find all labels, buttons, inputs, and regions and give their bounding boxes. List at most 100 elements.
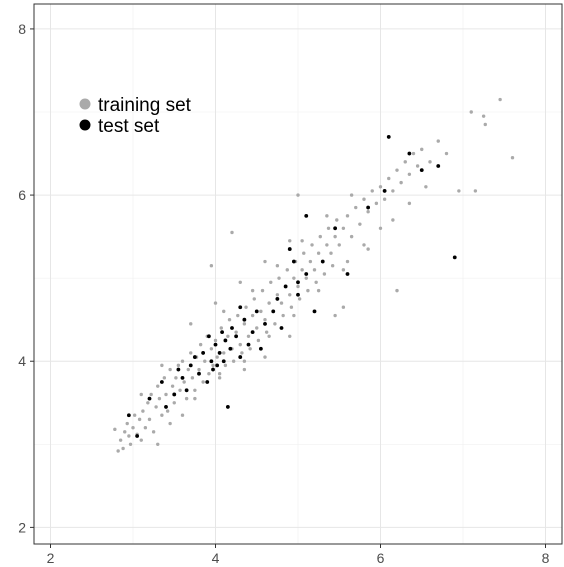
training-set-point xyxy=(322,272,327,276)
training-set-point xyxy=(193,396,197,401)
training-set-point xyxy=(289,305,294,309)
test-set-points xyxy=(126,135,457,438)
training-set-point xyxy=(473,189,478,193)
training-set-point xyxy=(341,268,346,272)
training-set-point xyxy=(226,334,230,339)
training-set-point xyxy=(242,322,247,326)
test-set-point xyxy=(147,396,152,401)
training-set-point xyxy=(164,392,168,397)
training-set-point xyxy=(483,122,487,127)
training-set-point xyxy=(288,334,292,339)
training-set-point xyxy=(156,384,160,388)
training-set-point xyxy=(330,263,335,268)
x-tick-label: 6 xyxy=(377,550,385,566)
test-set-point xyxy=(135,434,140,438)
test-set-point xyxy=(197,371,201,376)
training-set-point xyxy=(190,376,195,380)
test-set-point xyxy=(209,359,214,364)
minor-gridlines xyxy=(34,4,562,544)
training-set-point xyxy=(209,263,214,268)
training-set-point xyxy=(217,376,222,380)
training-set-point xyxy=(457,189,461,193)
training-set-point xyxy=(345,214,350,218)
training-set-point xyxy=(256,338,261,343)
test-set-point xyxy=(228,346,233,351)
training-set-point xyxy=(349,234,354,239)
training-set-point xyxy=(113,427,117,432)
training-set-point xyxy=(316,288,321,293)
training-set-point xyxy=(259,309,263,314)
training-set-point xyxy=(378,185,383,189)
training-set-point xyxy=(335,218,339,222)
test-set-point xyxy=(172,392,177,397)
training-set-point xyxy=(182,380,186,384)
training-set-point xyxy=(248,347,252,351)
training-set-point xyxy=(329,251,333,255)
training-set-point xyxy=(420,147,424,152)
test-set-point xyxy=(419,168,424,173)
training-set-point xyxy=(318,234,322,239)
training-set-point xyxy=(131,425,135,430)
training-set-point xyxy=(172,401,176,405)
training-set-point xyxy=(288,239,292,243)
test-set-point xyxy=(225,405,230,409)
training-set-point xyxy=(219,326,223,330)
training-set-point xyxy=(160,363,164,368)
test-set-point xyxy=(296,292,300,297)
training-set-point xyxy=(481,114,486,118)
training-set-point xyxy=(197,367,201,372)
training-set-point xyxy=(428,160,432,164)
training-set-point xyxy=(391,189,395,193)
training-set-point xyxy=(310,243,314,247)
training-set-point xyxy=(378,226,383,231)
training-set-point xyxy=(296,284,300,289)
training-set-point xyxy=(285,268,289,272)
training-set-point xyxy=(403,160,407,164)
training-set-point xyxy=(213,301,218,305)
test-set-point xyxy=(230,326,234,330)
training-set-point xyxy=(174,376,178,380)
training-set-point xyxy=(314,280,318,285)
training-set-point xyxy=(250,313,255,318)
training-set-point xyxy=(236,313,240,318)
training-set-point xyxy=(168,367,172,372)
training-set-point xyxy=(250,288,255,293)
x-tick-label: 2 xyxy=(47,550,55,566)
training-set-point xyxy=(333,234,337,239)
training-set-point xyxy=(244,305,248,309)
training-set-point xyxy=(168,421,172,426)
training-set-point xyxy=(137,417,142,422)
training-set-point xyxy=(238,342,242,347)
test-set-point xyxy=(436,164,441,168)
panel-border xyxy=(33,3,563,545)
training-set-point xyxy=(211,363,215,368)
training-set-point xyxy=(242,359,247,363)
training-set-point xyxy=(312,268,317,272)
test-set-point xyxy=(263,321,267,326)
test-set-point xyxy=(220,330,225,335)
x-tick-label: 8 xyxy=(542,550,550,566)
training-set-point xyxy=(277,276,281,280)
training-set-point xyxy=(180,413,185,417)
training-set-point xyxy=(207,371,211,376)
test-set-point xyxy=(238,355,243,359)
training-set-point xyxy=(424,185,428,189)
training-set-point xyxy=(263,259,267,264)
test-set-point xyxy=(201,351,206,355)
training-set-point xyxy=(149,392,153,397)
training-set-point xyxy=(288,293,292,297)
test-set-point xyxy=(333,226,338,231)
test-set-point xyxy=(250,330,255,335)
training-set-point xyxy=(189,322,193,326)
legend-key-training-set xyxy=(79,98,91,110)
training-set-point xyxy=(300,268,304,272)
training-set-point xyxy=(349,193,354,197)
training-set-point xyxy=(325,214,329,218)
training-set-point xyxy=(297,297,302,301)
training-set-point xyxy=(326,226,331,231)
training-set-point xyxy=(184,396,189,401)
training-set-point xyxy=(316,251,321,255)
training-set-point xyxy=(238,280,242,285)
training-set-point xyxy=(116,449,120,453)
training-set-point xyxy=(370,189,374,193)
